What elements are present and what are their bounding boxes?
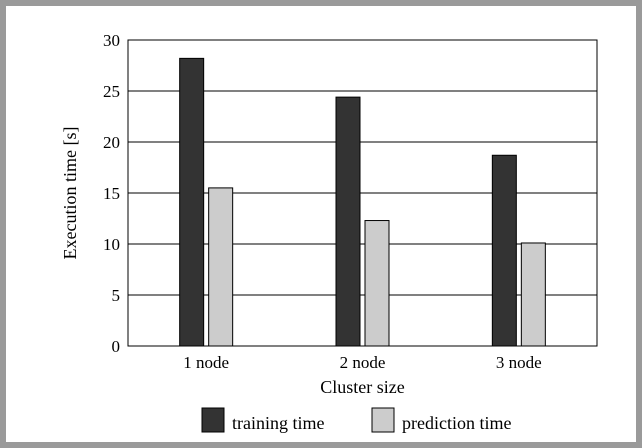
x-tick-labels: 1 node 2 node 3 node (183, 353, 541, 372)
legend-swatch (371, 407, 395, 433)
bar-prediction-time-3-node (520, 242, 546, 347)
y-tick-labels: 0 5 10 15 20 25 30 (103, 31, 120, 356)
bar-training-time-1-node (179, 57, 205, 347)
x-tick-label: 3 node (496, 353, 542, 372)
bar-training-time-2-node (335, 96, 361, 347)
legend-label: training time (232, 413, 324, 433)
y-tick-label: 10 (103, 235, 120, 254)
legend-swatch (201, 407, 225, 433)
y-axis-title: Execution time [s] (60, 127, 80, 260)
legend-label: prediction time (402, 413, 511, 433)
legend: training time prediction time (201, 407, 511, 433)
bars (179, 57, 546, 347)
x-tick-label: 2 node (340, 353, 386, 372)
bar-training-time-3-node (491, 154, 517, 347)
bar-prediction-time-1-node (208, 187, 234, 347)
y-tick-label: 0 (112, 337, 121, 356)
bar-prediction-time-2-node (364, 220, 390, 347)
x-axis-title: Cluster size (320, 377, 404, 397)
y-tick-label: 15 (103, 184, 120, 203)
y-tick-label: 20 (103, 133, 120, 152)
y-tick-label: 25 (103, 82, 120, 101)
y-tick-label: 5 (112, 286, 121, 305)
y-tick-label: 30 (103, 31, 120, 50)
plot-area-border (127, 39, 598, 347)
x-tick-label: 1 node (183, 353, 229, 372)
